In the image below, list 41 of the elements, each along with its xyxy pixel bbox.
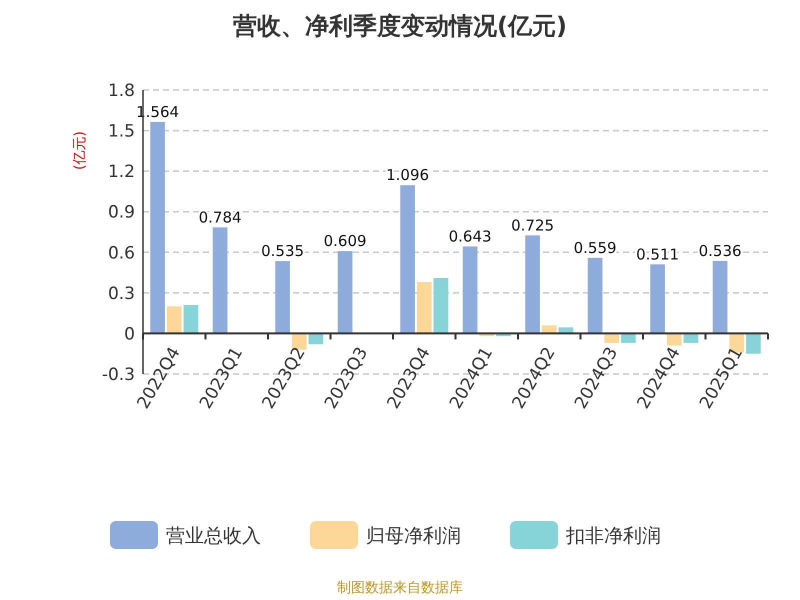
text: 制图数据来自数据库 — [337, 580, 463, 596]
y-tick-label: 0 — [124, 324, 135, 344]
bar — [212, 227, 228, 334]
data-label: 0.536 — [698, 242, 742, 260]
data-label: 0.725 — [511, 216, 554, 234]
legend-label: 扣非净利润 — [565, 525, 661, 547]
legend-label: 归母净利润 — [366, 525, 461, 547]
y-tick-label: 1.5 — [108, 122, 135, 142]
bar — [621, 333, 636, 343]
bar — [184, 305, 198, 334]
y-tick-label: 0.9 — [108, 202, 135, 223]
data-label: 0.643 — [448, 227, 492, 246]
y-tick-label: 1.8 — [108, 81, 135, 101]
bar — [308, 333, 324, 344]
bar — [416, 282, 432, 334]
bar — [746, 333, 761, 354]
data-label: 0.784 — [198, 208, 242, 226]
y-tick-label: 0.6 — [108, 243, 135, 264]
bar — [588, 258, 602, 334]
chart-title: 营收、净利季度变动情况(亿元) — [232, 12, 567, 40]
bar — [338, 251, 352, 334]
bar — [434, 278, 448, 334]
bar — [684, 333, 698, 343]
y-tick-label: -0.3 — [102, 365, 135, 385]
data-label: 0.535 — [261, 242, 304, 260]
bar — [400, 185, 415, 334]
bar — [650, 264, 665, 334]
bar — [150, 122, 165, 334]
data-label: 0.609 — [324, 232, 367, 250]
data-label: 1.096 — [386, 166, 430, 184]
bar — [712, 260, 728, 334]
y-axis-title: (亿元) — [72, 131, 88, 170]
data-label: 0.559 — [574, 238, 617, 257]
bar — [525, 235, 540, 334]
data-label: 0.511 — [636, 245, 680, 264]
legend-label: 营业总收入 — [166, 525, 261, 547]
y-tick-label: 1.2 — [108, 162, 135, 182]
bar — [275, 261, 290, 334]
y-tick-label: 0.3 — [108, 284, 135, 304]
bar — [462, 246, 478, 334]
bar — [166, 306, 182, 334]
